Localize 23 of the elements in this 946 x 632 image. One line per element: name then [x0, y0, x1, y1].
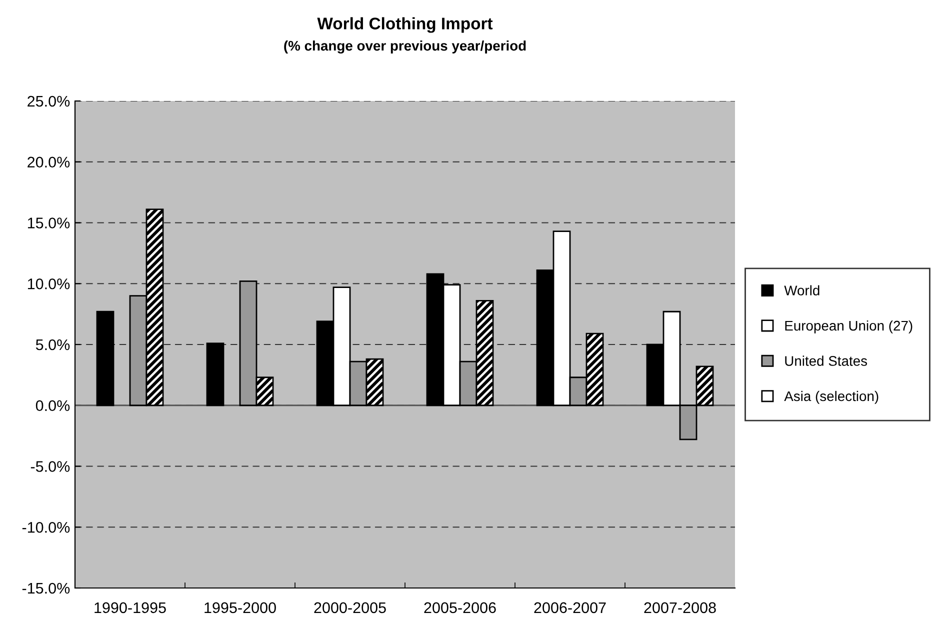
y-tick-label: 25.0% — [28, 96, 70, 107]
y-tick-label: -5.0% — [30, 461, 70, 472]
y-tick-label: 20.0% — [28, 156, 70, 168]
legend-label: European Union (27) — [785, 320, 912, 334]
legend-label: Asia (selection) — [784, 390, 878, 404]
x-tick-label: 1990-1995 — [94, 602, 166, 614]
chart-subtitle: (% change over previous year/period — [284, 40, 526, 54]
y-tick-label: 0.0% — [36, 400, 70, 412]
bar — [96, 310, 114, 406]
legend-label: World — [784, 285, 820, 296]
x-tick-label: 2000-2005 — [314, 602, 386, 614]
x-tick-label: 2006-2007 — [534, 602, 606, 614]
legend-label: United States — [785, 356, 868, 366]
x-tick-label: 2005-2006 — [424, 602, 496, 614]
y-tick-label: -10.0% — [22, 522, 70, 533]
x-tick-label: 1995-2000 — [204, 602, 276, 614]
bar — [206, 342, 224, 406]
chart-title: World Clothing Import — [317, 17, 493, 33]
y-tick-label: 5.0% — [36, 339, 70, 350]
y-tick-label: 15.0% — [28, 218, 70, 228]
x-tick-label: 2007-2008 — [644, 602, 716, 614]
y-tick-label: 10.0% — [28, 278, 70, 290]
y-tick-label: -15.0% — [22, 582, 70, 594]
